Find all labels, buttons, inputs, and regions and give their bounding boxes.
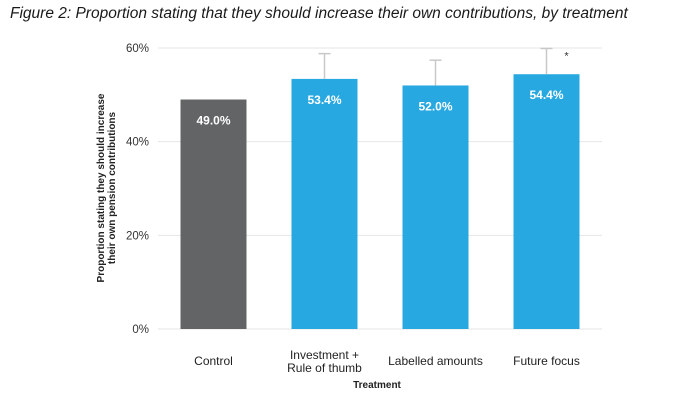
data-labels: 49.0% 53.4% 52.0% 54.4% * <box>196 50 569 127</box>
x-axis-categories: Control Investment +Rule of thumb Labelled… <box>194 348 580 375</box>
significance-marker: * <box>564 50 569 62</box>
data-label: 49.0% <box>196 114 230 128</box>
data-label: 54.4% <box>529 88 563 102</box>
y-tick-label: 60% <box>126 43 149 55</box>
x-category-label: Investment + <box>290 348 359 362</box>
x-category-label: Labelled amounts <box>388 354 483 368</box>
data-label: 52.0% <box>418 99 452 113</box>
y-axis-title-line: Proportion stating they should increase <box>96 93 107 282</box>
data-label: 53.4% <box>307 93 341 107</box>
x-category-label: Control <box>194 354 233 368</box>
bars <box>180 74 580 330</box>
y-axis-ticks: 0% 20% 40% 60% <box>126 43 149 336</box>
bar <box>513 74 580 329</box>
y-tick-label: 0% <box>132 324 149 336</box>
y-axis-title: Proportion stating they should increase t… <box>96 93 118 282</box>
error-bars <box>318 47 553 86</box>
bar <box>291 78 358 329</box>
x-category-label: Rule of thumb <box>287 361 362 375</box>
figure-title: Figure 2: Proportion stating that they s… <box>10 5 628 22</box>
y-tick-label: 40% <box>126 137 149 149</box>
y-tick-label: 20% <box>126 230 149 242</box>
x-category-label: Future focus <box>513 354 580 368</box>
y-axis-title-line: their own pension contributions <box>107 111 118 264</box>
x-axis-title: Treatment <box>353 380 401 391</box>
bar <box>180 99 247 330</box>
bar <box>402 85 469 329</box>
